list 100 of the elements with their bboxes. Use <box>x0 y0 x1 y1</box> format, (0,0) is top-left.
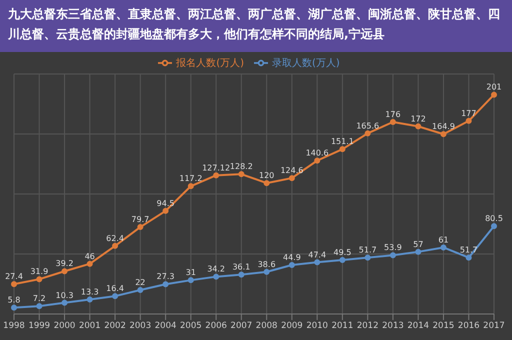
x-tick-label: 2015 <box>432 321 454 332</box>
data-label: 27.4 <box>5 272 23 282</box>
point <box>314 158 320 164</box>
data-label: 177 <box>461 108 476 118</box>
point <box>162 208 169 214</box>
x-tick-label: 1998 <box>3 321 25 332</box>
data-label: 38.6 <box>258 260 276 269</box>
point <box>466 118 472 124</box>
data-label: 124.6 <box>280 166 304 176</box>
x-tick-label: 1999 <box>28 321 50 332</box>
data-label: 16.4 <box>106 284 124 294</box>
point <box>339 146 346 152</box>
data-label: 176 <box>385 110 401 119</box>
point <box>264 180 270 186</box>
data-label: 10.3 <box>56 290 74 300</box>
point <box>415 123 422 130</box>
x-tick-label: 2004 <box>154 321 176 332</box>
point <box>137 287 144 293</box>
legend-label: 录取人数(万人) <box>272 58 340 69</box>
point <box>491 92 497 98</box>
point <box>466 254 472 261</box>
data-label: 172 <box>410 114 426 124</box>
x-tick-label: 2006 <box>205 321 227 332</box>
point <box>36 303 42 310</box>
x-tick-label: 2014 <box>407 321 430 332</box>
x-tick-label: 2003 <box>129 321 152 332</box>
data-label: 201 <box>486 82 502 92</box>
data-label: 34.2 <box>207 264 226 274</box>
point <box>415 248 422 255</box>
point <box>339 257 346 263</box>
data-label: 128.2 <box>230 162 253 172</box>
point <box>390 252 396 258</box>
data-label: 79.7 <box>131 215 150 224</box>
point <box>213 274 220 280</box>
data-label: 164.9 <box>432 122 455 132</box>
point <box>112 293 118 300</box>
data-label: 31 <box>186 268 196 278</box>
point <box>36 276 42 282</box>
point <box>86 260 93 267</box>
x-tick-label: 2013 <box>382 321 404 332</box>
point <box>288 262 295 268</box>
chart-title: 九大总督东三省总督、直隶总督、两江总督、两广总督、湖广总督、闽浙总督、陕甘总督、四川总督、云贵总督的封疆地盘都有多大，他们有怎样不同的结局,宁远县 <box>0 0 512 52</box>
data-label: 51.7 <box>358 246 377 255</box>
point <box>364 130 371 136</box>
data-label: 151.1 <box>330 137 354 146</box>
point <box>390 119 396 125</box>
point <box>491 223 497 230</box>
data-label: 49.5 <box>334 248 352 257</box>
x-tick-label: 2011 <box>332 321 354 332</box>
point <box>112 242 118 249</box>
x-tick-label: 2002 <box>104 321 126 332</box>
data-label: 61 <box>438 235 449 244</box>
x-tick-label: 2007 <box>230 321 252 332</box>
data-label: 165.6 <box>356 121 380 130</box>
data-label: 57 <box>413 240 424 249</box>
point <box>264 268 270 275</box>
point <box>62 268 68 274</box>
x-tick-label: 2001 <box>78 321 101 332</box>
data-label: 120 <box>258 171 274 180</box>
x-tick-label: 2009 <box>281 321 303 332</box>
x-tick-label: 2016 <box>458 321 480 332</box>
point <box>288 175 295 182</box>
data-label: 117.2 <box>179 174 202 184</box>
x-tick-label: 2010 <box>306 321 328 332</box>
data-label: 7.2 <box>32 294 46 304</box>
x-tick-label: 2005 <box>180 321 202 332</box>
x-tick-label: 2008 <box>256 321 278 332</box>
data-label: 53.9 <box>384 243 402 252</box>
x-tick-label: 2012 <box>356 321 379 332</box>
point <box>238 171 244 178</box>
point <box>137 224 144 230</box>
data-label: 44.9 <box>282 253 301 262</box>
data-label: 39.2 <box>56 259 74 268</box>
legend-label: 报名人数(万人) <box>176 58 244 69</box>
data-label: 46 <box>84 252 95 261</box>
data-label: 80.5 <box>485 214 503 224</box>
data-label: 127.12 <box>202 163 230 172</box>
point <box>86 296 93 302</box>
x-tick-label: 2017 <box>483 321 505 332</box>
data-label: 140.6 <box>306 148 329 158</box>
data-label: 13.3 <box>80 287 99 296</box>
point <box>62 300 68 306</box>
data-label: 31.9 <box>30 267 48 276</box>
point <box>440 244 446 250</box>
point <box>213 172 220 178</box>
data-label: 5.8 <box>8 296 20 305</box>
point <box>364 254 371 261</box>
data-label: 22 <box>135 278 146 287</box>
point <box>440 131 446 138</box>
point <box>11 281 17 288</box>
data-label: 47.4 <box>308 250 326 260</box>
point <box>314 259 320 266</box>
data-label: 27.3 <box>156 272 174 282</box>
point <box>11 304 17 311</box>
point <box>188 183 194 190</box>
point <box>238 272 244 278</box>
x-tick-label: 2000 <box>54 321 76 332</box>
point <box>188 277 194 284</box>
data-label: 36.1 <box>232 262 250 272</box>
data-label: 62.4 <box>106 234 124 243</box>
